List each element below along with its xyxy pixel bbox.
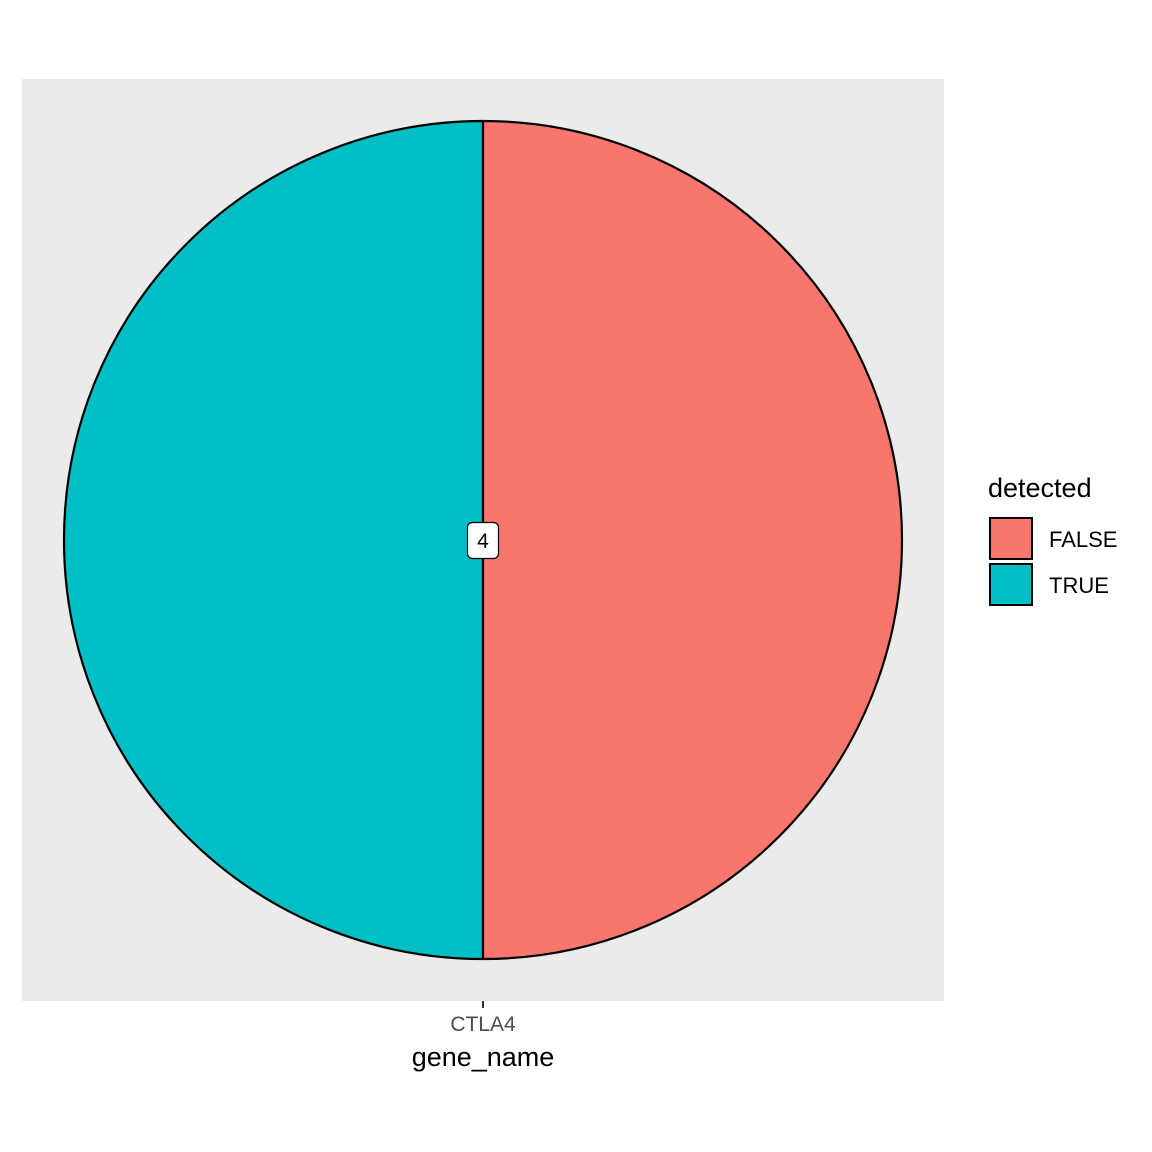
legend: detected FALSE TRUE [988,473,1117,606]
legend-label-true: TRUE [1049,573,1109,598]
data-label-value: 4 [477,530,489,553]
legend-key-false [989,517,1033,560]
legend-entries: FALSE TRUE [989,517,1117,606]
legend-label-false: FALSE [1049,527,1117,552]
pie-slice-true [62,119,485,961]
x-tick-label: CTLA4 [450,1013,516,1036]
data-label: 4 [466,521,500,560]
pie-slices [62,119,904,961]
legend-key-true [989,563,1033,606]
legend-title: detected [988,473,1092,503]
x-axis-title: gene_name [412,1042,555,1072]
pie-slice-false [481,119,904,961]
data-label-box [466,521,500,560]
